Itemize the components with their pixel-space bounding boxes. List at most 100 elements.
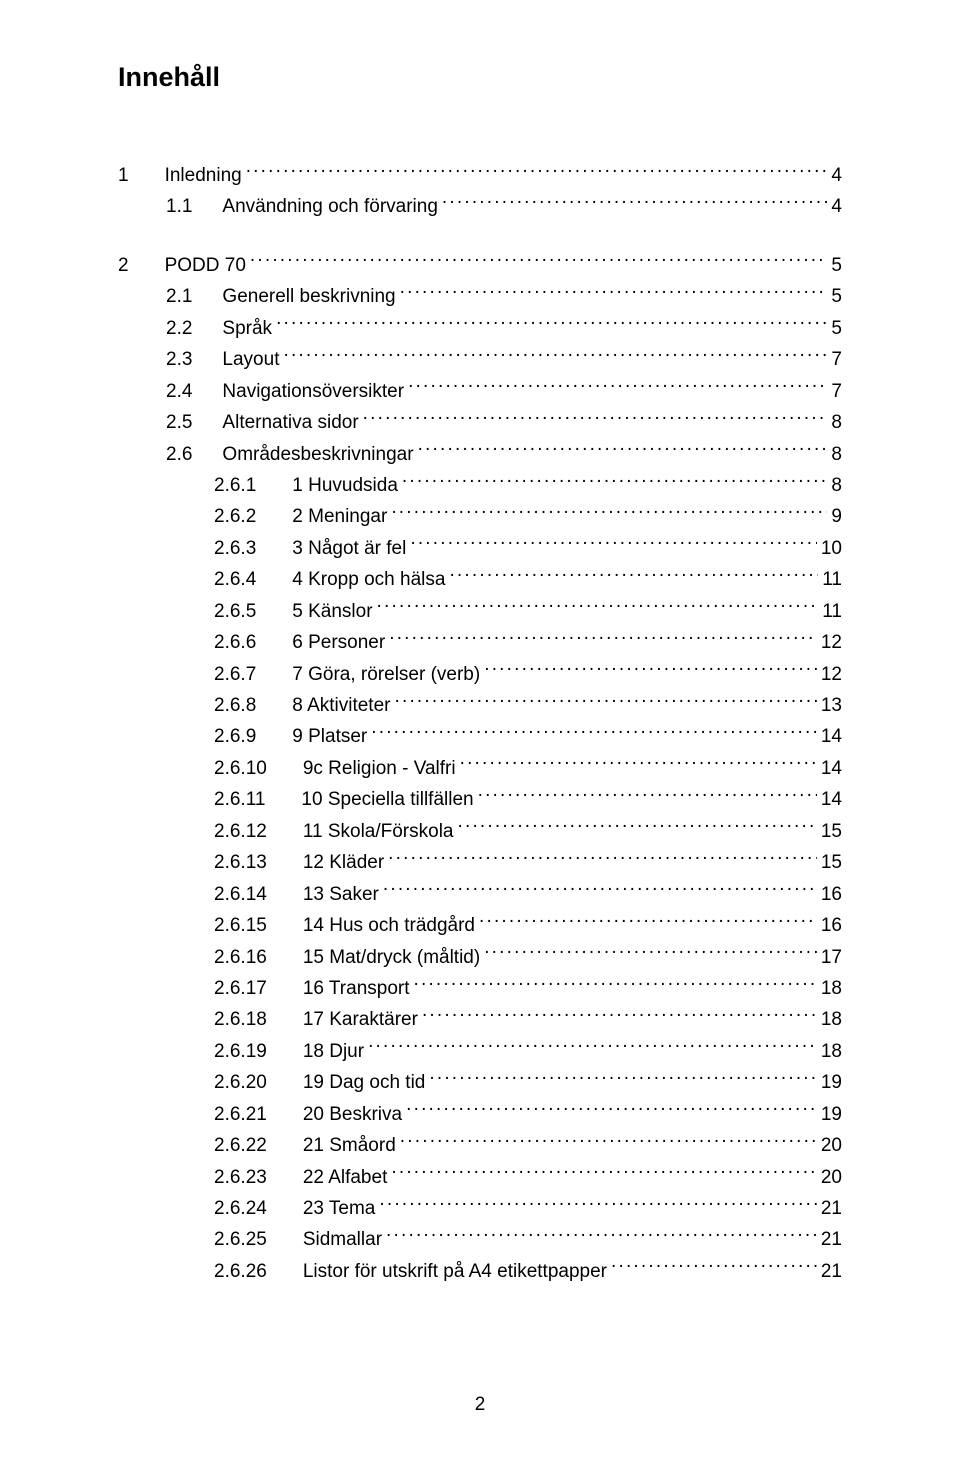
toc-number: 2.6.14 [214, 880, 267, 909]
toc-page: 5 [831, 282, 842, 311]
toc-leader-dots [442, 193, 828, 212]
toc-leader-dots [478, 786, 817, 805]
toc-label: Generell beskrivning [222, 282, 395, 311]
toc-number: 2.6.25 [214, 1225, 267, 1254]
toc-label: 16 Transport [303, 974, 410, 1003]
toc-page: 18 [821, 974, 842, 1003]
toc-label: 17 Karaktärer [303, 1005, 418, 1034]
toc-page: 21 [821, 1225, 842, 1254]
toc-entry: 2.4Navigationsöversikter7 [118, 377, 842, 406]
toc-label: 5 Känslor [292, 597, 372, 626]
toc-page: 7 [831, 345, 842, 374]
toc-entry: 2.6.17 16 Transport 18 [118, 974, 842, 1003]
toc-leader-dots [388, 849, 817, 868]
toc-leader-dots [377, 598, 819, 617]
toc-label: 4 Kropp och hälsa [292, 565, 445, 594]
toc-label: 9c Religion - Valfri [303, 754, 456, 783]
toc-leader-dots [406, 1101, 817, 1120]
toc-entry: 2.6.2221 Småord20 [118, 1131, 842, 1160]
toc-page: 4 [831, 192, 842, 221]
toc-leader-dots [484, 661, 817, 680]
toc-number: 2.6.6 [214, 628, 256, 657]
toc-number: 2.6.4 [214, 565, 256, 594]
toc-page: 9 [831, 502, 842, 531]
toc-entry: 2.6.109c Religion - Valfri14 [118, 754, 842, 783]
toc-entry: 1.1 Användning och förvaring 4 [118, 192, 842, 221]
toc-entry: 2.6.44 Kropp och hälsa11 [118, 565, 842, 594]
toc-number: 2.6.21 [214, 1100, 267, 1129]
toc-page: 15 [821, 817, 842, 846]
toc-page: 8 [831, 408, 842, 437]
toc-leader-dots [379, 1195, 817, 1214]
toc-leader-dots [460, 755, 817, 774]
toc-leader-dots [389, 629, 817, 648]
toc-entry: 2.6.1514 Hus och trädgård16 [118, 911, 842, 940]
toc-number: 1.1 [166, 192, 192, 221]
toc-number: 2.6.7 [214, 660, 256, 689]
toc-page: 5 [831, 251, 842, 280]
toc-leader-dots [363, 409, 828, 428]
toc-label: 9 Platser [292, 722, 367, 751]
toc-entry: 2.6.22 Meningar9 [118, 502, 842, 531]
toc-entry: 2.6.77 Göra, rörelser (verb)12 [118, 660, 842, 689]
toc-page: 15 [821, 848, 842, 877]
toc-leader-dots [400, 283, 828, 302]
toc-label: 10 Speciella tillfällen [301, 785, 473, 814]
toc-number: 2.6.24 [214, 1194, 267, 1223]
toc-label: 6 Personer [292, 628, 385, 657]
toc-entry: 2.6.1211 Skola/Förskola15 [118, 817, 842, 846]
toc-entry: 2.6.26Listor för utskrift på A4 etikettp… [118, 1257, 842, 1286]
toc-page: 5 [831, 314, 842, 343]
toc-number: 2.6.11 [214, 785, 265, 814]
toc-page: 20 [821, 1131, 842, 1160]
toc-number: 2.5 [166, 408, 192, 437]
toc-entry: 2.6Områdesbeskrivningar8 [118, 440, 842, 469]
toc-entry: 2.6.2423 Tema21 [118, 1194, 842, 1223]
toc-label: 20 Beskriva [303, 1100, 402, 1129]
toc-page: 14 [821, 722, 842, 751]
toc-page: 18 [821, 1037, 842, 1066]
toc-number: 2 [118, 251, 129, 280]
toc-label: 11 Skola/Förskola [303, 817, 454, 846]
toc-leader-dots [400, 1132, 817, 1151]
toc-page: 14 [821, 785, 842, 814]
toc-page: 16 [821, 911, 842, 940]
toc-entry: 2.6.11 10 Speciella tillfällen 14 [118, 785, 842, 814]
toc-label: 18 Djur [303, 1037, 364, 1066]
toc-page: 20 [821, 1163, 842, 1192]
toc-page: 21 [821, 1194, 842, 1223]
toc-label: 3 Något är fel [292, 534, 406, 563]
toc-page: 4 [831, 161, 842, 190]
toc-number: 2.6.16 [214, 943, 267, 972]
toc-entry: 2.6.88 Aktiviteter13 [118, 691, 842, 720]
page: Innehåll 1Inledning41.1Användning och fö… [0, 0, 960, 1470]
toc-label: Användning och förvaring [222, 192, 437, 221]
toc-number: 2.6.22 [214, 1131, 267, 1160]
toc-label: 15 Mat/dryck (måltid) [303, 943, 480, 972]
toc-number: 2.1 [166, 282, 192, 311]
toc-number: 2.6.17 [214, 974, 267, 1003]
toc-title: Innehåll [118, 62, 842, 93]
toc-entry: 2.6.2120 Beskriva19 [118, 1100, 842, 1129]
toc-label: Inledning [165, 161, 242, 190]
toc-entry: 2.6.66 Personer12 [118, 628, 842, 657]
toc-leader-dots [422, 1006, 817, 1025]
toc-number: 2.6.9 [214, 722, 256, 751]
page-number: 2 [0, 1394, 960, 1416]
toc-leader-dots [368, 1038, 817, 1057]
toc-number: 2.6.23 [214, 1163, 267, 1192]
toc-page: 10 [821, 534, 842, 563]
toc-leader-dots [449, 566, 818, 585]
toc-number: 2.6.26 [214, 1257, 267, 1286]
toc-page: 18 [821, 1005, 842, 1034]
toc-leader-dots [611, 1258, 817, 1277]
toc-page: 12 [821, 660, 842, 689]
toc-page: 8 [831, 471, 842, 500]
toc-label: PODD 70 [165, 251, 246, 280]
toc-label: 19 Dag och tid [303, 1068, 426, 1097]
toc-leader-dots [250, 252, 828, 271]
toc-label: Layout [222, 345, 279, 374]
toc-leader-dots [458, 818, 817, 837]
toc-label: 1 Huvudsida [292, 471, 398, 500]
toc-number: 2.6.20 [214, 1068, 267, 1097]
